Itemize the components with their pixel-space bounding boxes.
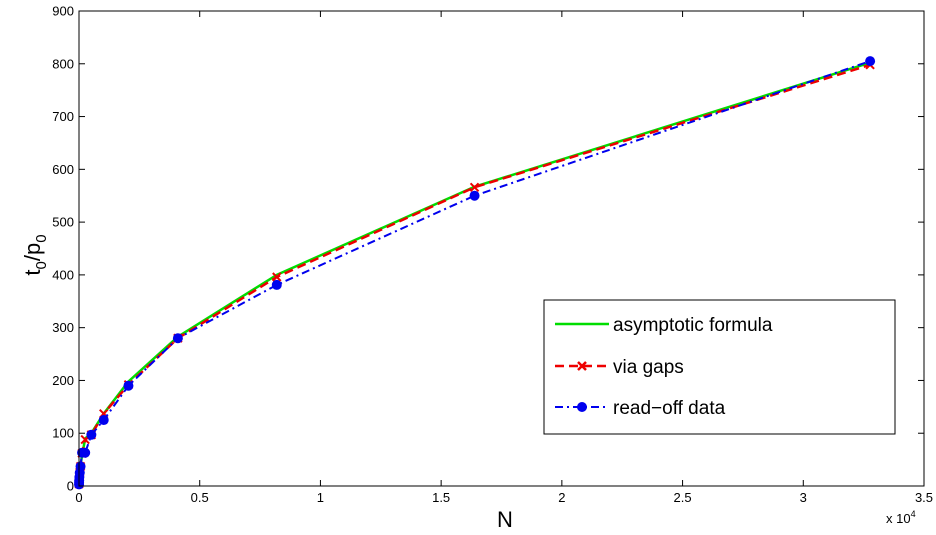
x-multiplier-base: x 10 [886,511,911,526]
y-label-sub1: 0 [33,234,50,242]
legend-label-readoff: read−off data [613,398,726,419]
x-multiplier: x 104 [886,509,916,526]
legend: asymptotic formula via gaps read−off dat… [543,299,896,435]
x-tick-label: 0.5 [191,490,209,505]
x-tick-label: 0 [75,490,82,505]
x-axis-label: N [497,507,513,532]
series-point [272,272,282,282]
x-tick-label: 2 [558,490,565,505]
y-tick-label: 900 [52,4,74,19]
legend-item-gaps: via gaps [555,357,684,378]
legend-label-gaps: via gaps [613,357,684,378]
axes-box [78,10,925,487]
x-tick-label: 2.5 [674,490,692,505]
series-point [98,415,109,426]
series-point [865,56,876,67]
series-point [469,190,480,201]
legend-marker-readoff [577,402,587,412]
legend-label-asymptotic: asymptotic formula [613,315,773,336]
x-tick-label: 1.5 [432,490,450,505]
series-point [469,182,480,192]
y-tick-label: 0 [67,479,74,494]
axes-layer [78,10,925,487]
y-label-sub0: 0 [33,261,50,269]
y-label-t: t [20,269,45,275]
series-point [172,333,183,344]
x-tick-label: 3.5 [915,490,933,505]
y-tick-label: 700 [52,109,74,124]
series-point [271,279,282,290]
x-tick-label: 1 [317,490,324,505]
x-multiplier-exp: 4 [911,509,916,519]
legend-item-readoff: read−off data [555,398,726,419]
y-tick-label: 600 [52,162,74,177]
legend-item-asymptotic: asymptotic formula [555,315,773,336]
series-point [123,380,134,391]
y-tick-label: 100 [52,426,74,441]
y-tick-label: 800 [52,56,74,71]
series-point [75,461,86,472]
y-tick-label: 400 [52,267,74,282]
y-tick-label: 500 [52,215,74,230]
legend-marker-gaps [577,361,587,371]
x-tick-label: 3 [800,490,807,505]
ticks-layer: 0 0.5 1 1.5 2 2.5 3 3.5 0 100 200 300 400 500 600 700 80… [52,4,933,506]
series-point [86,429,97,440]
y-label-p: /p [20,243,45,261]
y-tick-label: 200 [52,373,74,388]
y-tick-label: 300 [52,320,74,335]
series-point [80,447,91,458]
y-axis-label: t0/p0 [20,234,50,275]
